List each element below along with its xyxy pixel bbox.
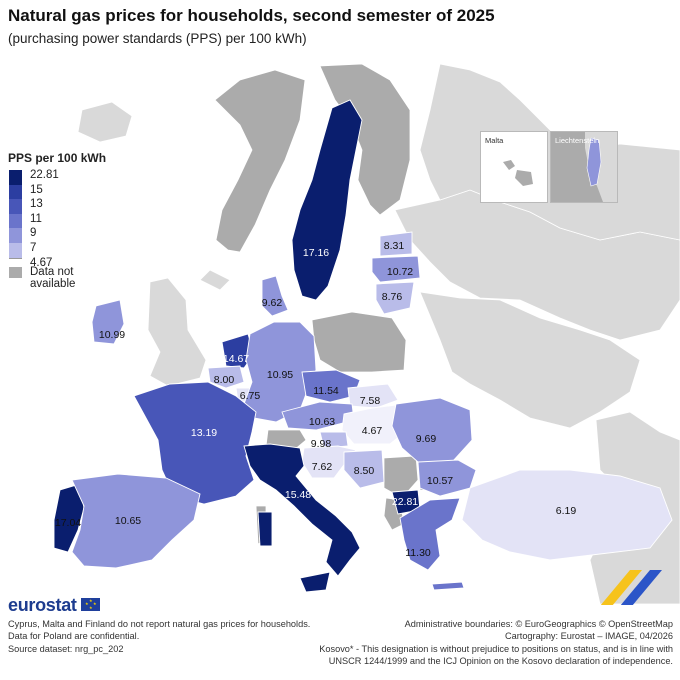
legend-break-2: 15 [30,183,43,196]
region-ireland [91,299,125,345]
label-sweden: 17.16 [303,247,329,259]
credit-2: Cartography: Eurostat – IMAGE, 04/2026 [504,631,673,642]
legend-swatch-2 [9,184,22,200]
region-sweden [291,99,363,301]
legend-break-3: 13 [30,198,43,211]
label-greece: 11.30 [405,547,431,559]
region-france [133,381,257,505]
inset-malta: Malta [480,131,548,203]
legend-break-1: 22.81 [30,169,59,181]
legend-swatch-3 [9,199,22,214]
footnote-1: Cyprus, Malta and Finland do not report … [8,619,311,629]
label-france: 13.19 [191,427,217,439]
label-north-macedonia: 22.81 [392,496,418,508]
footnotes: Cyprus, Malta and Finland do not report … [8,618,310,655]
footnote-3: Source dataset: nrg_pc_202 [8,643,124,654]
credit-1: Administrative boundaries: © EuroGeograp… [404,619,673,629]
region-greece [399,497,461,571]
legend-break-4: 11 [30,212,42,225]
legend-heading: PPS per 100 kWh [8,151,107,165]
label-romania: 9.69 [416,433,437,445]
legend-break-5: 9 [30,227,37,240]
region-crete [431,581,465,591]
label-ireland: 10.99 [99,329,125,341]
label-spain: 10.65 [115,515,141,527]
label-estonia: 8.31 [384,240,405,252]
map-subtitle: (purchasing power standards (PPS) per 10… [8,31,307,46]
eurostat-logo: eurostat [8,595,77,615]
label-croatia: 7.62 [312,461,333,473]
corner-stripes [600,570,662,605]
inset-malta-label: Malta [485,136,504,145]
region-belgium [207,365,245,389]
credit-4: UNSCR 1244/1999 and the ICJ Opinion on t… [328,656,673,667]
label-bosnia: 8.50 [354,465,375,477]
region-sicily [299,571,331,593]
region-slovakia [347,383,399,409]
credits: Administrative boundaries: © EuroGeograp… [319,618,673,668]
eu-flag-icon: ★ ★ ★ ★ [81,598,100,611]
label-portugal: 17.04 [55,517,81,529]
label-italy: 15.48 [285,489,311,501]
label-czechia: 11.54 [313,385,339,397]
label-belgium: 8.00 [214,374,235,386]
legend-swatch-1 [9,170,22,185]
label-netherlands: 14.67 [223,353,249,365]
legend-na-label: Data not available [30,266,76,290]
region-turkey [461,469,673,561]
map-title: Natural gas prices for households, secon… [8,6,495,25]
legend: PPS per 100 kWh 22.81 15 13 11 9 7 4.67 … [8,151,107,290]
inset-liechtenstein: Liechtenstein [550,131,618,203]
region-bosnia [343,449,385,489]
region-italy [243,443,361,577]
legend-break-7: 4.67 [30,256,53,269]
legend-na-swatch [9,267,22,278]
region-lithuania [375,281,415,315]
footnote-2: Data for Poland are confidential. [8,631,140,642]
region-spain [71,473,201,569]
legend-swatch-5 [9,228,22,243]
label-luxembourg: 6.75 [240,390,261,402]
legend-swatch-4 [9,213,22,229]
legend-swatch-6 [9,243,22,258]
label-slovenia: 9.98 [311,438,332,450]
region-latvia [371,255,421,283]
label-bulgaria: 10.57 [427,475,453,487]
label-denmark: 9.62 [262,297,283,309]
region-sardinia [257,511,273,547]
label-germany: 10.95 [267,369,293,381]
label-hungary: 4.67 [362,425,383,437]
label-lithuania: 8.76 [382,291,403,303]
region-estonia [379,231,413,257]
inset-liechtenstein-label: Liechtenstein [555,136,600,145]
label-austria: 10.63 [309,416,335,428]
legend-break-6: 7 [30,242,37,254]
label-turkey: 6.19 [556,505,577,517]
label-slovakia: 7.58 [360,395,381,407]
label-latvia: 10.72 [387,266,413,278]
region-slovenia [319,431,349,449]
region-denmark [261,275,289,317]
credit-3: Kosovo* - This designation is without pr… [319,643,673,654]
